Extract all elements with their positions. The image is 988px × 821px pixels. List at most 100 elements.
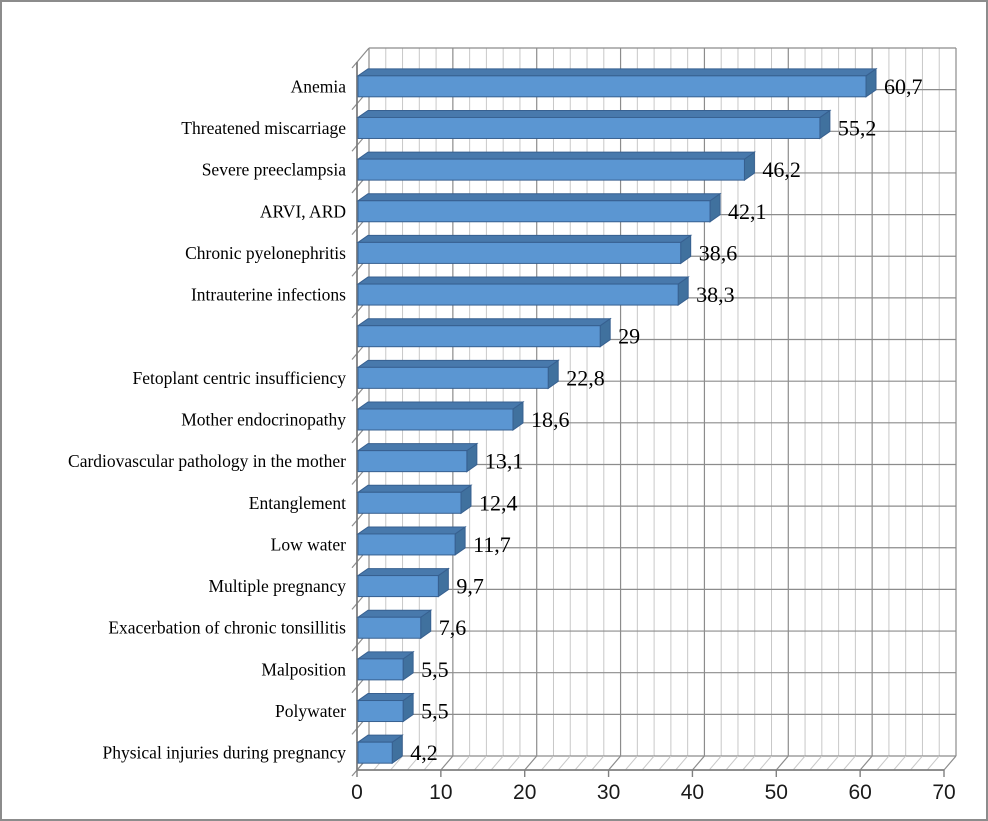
value-label: 29 bbox=[618, 324, 640, 349]
x-tick-label: 10 bbox=[429, 781, 452, 804]
bar-group bbox=[356, 151, 757, 182]
floor-hatch-line bbox=[926, 755, 940, 771]
bar-top-face bbox=[356, 68, 878, 77]
value-label: 5,5 bbox=[421, 657, 449, 682]
floor-hatch-line bbox=[406, 755, 420, 771]
bar-front-face bbox=[357, 533, 456, 556]
floor-hatch-line bbox=[457, 755, 471, 771]
category-label: Low water bbox=[271, 534, 346, 554]
floor-hatch-line bbox=[574, 755, 588, 771]
bar-top-face bbox=[356, 568, 450, 577]
bar-front-face bbox=[357, 741, 393, 764]
category-label: Polywater bbox=[275, 701, 346, 721]
value-label: 13,1 bbox=[485, 449, 524, 474]
bar-group bbox=[356, 276, 690, 307]
bar-front-face bbox=[357, 116, 821, 139]
floor-hatch-line bbox=[691, 755, 705, 771]
value-label: 12,4 bbox=[479, 490, 518, 515]
bar-front-face bbox=[357, 75, 867, 98]
value-label: 46,2 bbox=[762, 157, 801, 182]
x-tick-label: 70 bbox=[932, 781, 955, 804]
bar-group bbox=[356, 359, 560, 390]
bar-front-face bbox=[357, 616, 422, 639]
x-tick-label: 60 bbox=[848, 781, 871, 804]
bar-top-face bbox=[356, 443, 479, 452]
value-label: 7,6 bbox=[439, 615, 467, 640]
bar-front-face bbox=[357, 241, 682, 264]
bar-top-face bbox=[356, 359, 560, 368]
floor-hatch-line bbox=[641, 755, 655, 771]
floor-hatch-line bbox=[423, 755, 437, 771]
bar-front-face bbox=[357, 450, 468, 473]
bar-top-face bbox=[356, 234, 693, 243]
value-label: 42,1 bbox=[728, 199, 767, 224]
floor-hatch-line bbox=[591, 755, 605, 771]
bar-top-face bbox=[356, 401, 525, 410]
value-label: 18,6 bbox=[531, 407, 570, 432]
floor-hatch-line bbox=[725, 755, 739, 771]
value-label: 9,7 bbox=[456, 574, 484, 599]
category-label: Anemia bbox=[291, 76, 347, 96]
bar-front-face bbox=[357, 491, 462, 514]
bar-group bbox=[356, 234, 693, 265]
floor-hatch-line bbox=[658, 755, 672, 771]
bar-top-face bbox=[356, 193, 722, 202]
bar-front-face bbox=[357, 575, 439, 598]
value-label: 22,8 bbox=[566, 365, 605, 390]
floor-hatch-line bbox=[490, 755, 504, 771]
floor-hatch-line bbox=[608, 755, 622, 771]
bar-top-face bbox=[356, 318, 612, 327]
bar-group bbox=[356, 109, 832, 140]
category-label: ARVI, ARD bbox=[260, 201, 346, 221]
floor-hatch-line bbox=[792, 755, 806, 771]
bar-top-face bbox=[356, 276, 690, 285]
category-label: Threatened miscarriage bbox=[181, 118, 346, 138]
floor-hatch-line bbox=[440, 755, 454, 771]
bar-front-face bbox=[357, 658, 404, 681]
category-label: Exacerbation of chronic tonsillitis bbox=[108, 618, 346, 638]
value-label: 55,2 bbox=[838, 115, 877, 140]
category-label: Malposition bbox=[261, 659, 346, 679]
category-tick bbox=[351, 47, 370, 69]
bar-front-face bbox=[357, 366, 549, 389]
floor-hatch-line bbox=[708, 755, 722, 771]
x-tick-label: 0 bbox=[351, 781, 363, 804]
bar-group bbox=[356, 67, 878, 98]
value-label: 4,2 bbox=[410, 740, 438, 765]
bar-top-face bbox=[356, 109, 832, 118]
axes bbox=[351, 47, 945, 777]
bar-group bbox=[356, 734, 404, 765]
value-label: 38,6 bbox=[699, 240, 738, 265]
bar-top-face bbox=[356, 651, 415, 660]
bar-top-face bbox=[356, 693, 415, 702]
bar-top-face bbox=[356, 484, 473, 493]
category-label: Fetoplant centric insufficiency bbox=[133, 368, 347, 388]
bar-group bbox=[356, 317, 612, 348]
bar-top-face bbox=[356, 151, 757, 160]
bar-group bbox=[356, 442, 479, 473]
category-label: Intrauterine infections bbox=[191, 285, 346, 305]
value-label: 5,5 bbox=[421, 699, 449, 724]
bar-front-face bbox=[357, 158, 745, 181]
floor-hatch-line bbox=[809, 755, 823, 771]
floor-hatch-line bbox=[624, 755, 638, 771]
category-label: Entanglement bbox=[249, 493, 346, 513]
bar-group bbox=[356, 650, 415, 681]
bar-group bbox=[356, 692, 415, 723]
value-label: 38,3 bbox=[696, 282, 735, 307]
bar-front-face bbox=[357, 200, 711, 223]
floor-hatch-line bbox=[742, 755, 756, 771]
floor-hatch-line bbox=[842, 755, 856, 771]
floor-hatch-line bbox=[507, 755, 521, 771]
bar-group bbox=[356, 401, 525, 431]
category-label: Severe preeclampsia bbox=[202, 160, 347, 180]
floor-hatch-line bbox=[541, 755, 554, 771]
bar-front-face bbox=[357, 283, 679, 306]
floor-hatch-line bbox=[775, 755, 789, 771]
x-tick-label: 30 bbox=[597, 781, 620, 804]
category-label: Chronic pyelonephritis bbox=[185, 243, 346, 263]
bar-top-face bbox=[356, 526, 467, 535]
floor-hatch-line bbox=[943, 755, 957, 771]
category-label: Multiple pregnancy bbox=[208, 576, 346, 596]
floor-hatch-line bbox=[557, 755, 571, 771]
